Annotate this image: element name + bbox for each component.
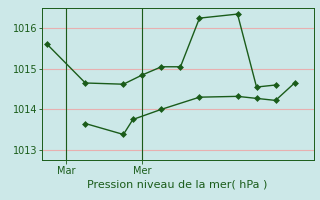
X-axis label: Pression niveau de la mer( hPa ): Pression niveau de la mer( hPa ) [87, 180, 268, 190]
